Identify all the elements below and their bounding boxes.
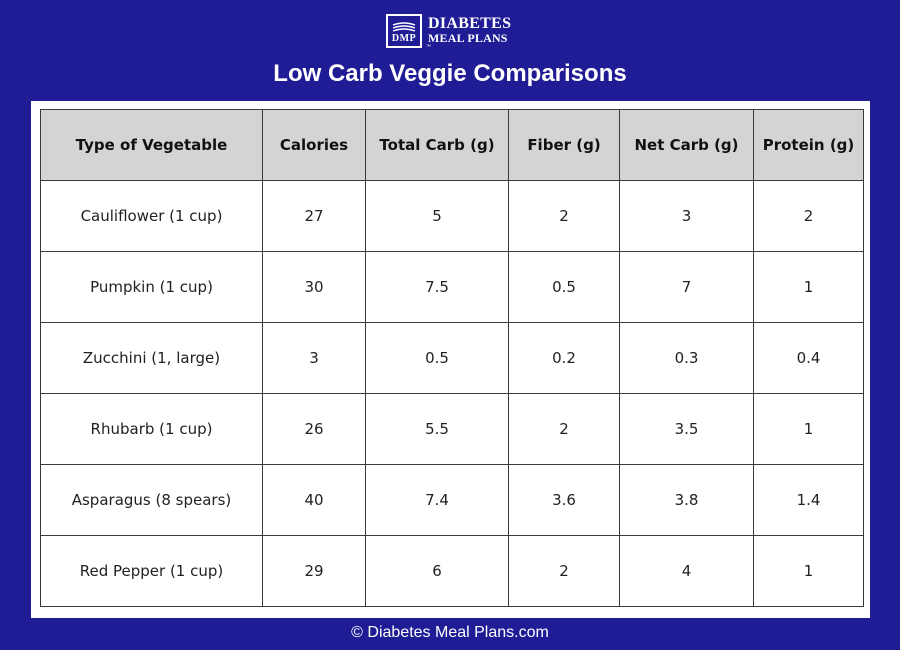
cell-calories: 40	[262, 464, 366, 536]
cell-vegetable: Cauliflower (1 cup)	[40, 180, 263, 252]
cell-vegetable: Rhubarb (1 cup)	[40, 393, 263, 465]
cell-protein: 0.4	[753, 322, 864, 394]
veggie-comparison-table: Type of Vegetable Calories Total Carb (g…	[40, 109, 864, 607]
cell-fiber: 2	[508, 535, 620, 607]
trademark-symbol: ™	[426, 44, 431, 50]
logo-line-2: MEAL PLANS	[428, 31, 508, 45]
cell-fiber: 2	[508, 180, 620, 252]
header-net-carb: Net Carb (g)	[619, 109, 754, 181]
cell-calories: 3	[262, 322, 366, 394]
cell-net-carb: 7	[619, 251, 754, 323]
cell-total-carb: 0.5	[365, 322, 509, 394]
table-row: Red Pepper (1 cup) 29 6 2 4 1	[40, 535, 864, 607]
cell-protein: 2	[753, 180, 864, 252]
table-header-row: Type of Vegetable Calories Total Carb (g…	[40, 109, 864, 181]
cell-vegetable: Pumpkin (1 cup)	[40, 251, 263, 323]
cell-total-carb: 5	[365, 180, 509, 252]
cell-calories: 26	[262, 393, 366, 465]
table-row: Cauliflower (1 cup) 27 5 2 3 2	[40, 180, 864, 252]
cell-total-carb: 5.5	[365, 393, 509, 465]
cell-fiber: 0.5	[508, 251, 620, 323]
cell-net-carb: 0.3	[619, 322, 754, 394]
table-row: Pumpkin (1 cup) 30 7.5 0.5 7 1	[40, 251, 864, 323]
cell-calories: 27	[262, 180, 366, 252]
cell-vegetable: Zucchini (1, large)	[40, 322, 263, 394]
cell-protein: 1	[753, 535, 864, 607]
header-total-carb: Total Carb (g)	[365, 109, 509, 181]
table-row: Asparagus (8 spears) 40 7.4 3.6 3.8 1.4	[40, 464, 864, 536]
table-panel: Type of Vegetable Calories Total Carb (g…	[31, 101, 870, 618]
cell-total-carb: 6	[365, 535, 509, 607]
cell-protein: 1.4	[753, 464, 864, 536]
header-protein: Protein (g)	[753, 109, 864, 181]
page-title: Low Carb Veggie Comparisons	[273, 60, 627, 87]
header-fiber: Fiber (g)	[508, 109, 620, 181]
header-vegetable: Type of Vegetable	[40, 109, 263, 181]
cell-total-carb: 7.5	[365, 251, 509, 323]
logo-wordmark: DIABETES MEAL PLANS	[428, 16, 511, 46]
cell-net-carb: 3	[619, 180, 754, 252]
logo-line-1: DIABETES	[428, 15, 512, 32]
cell-fiber: 2	[508, 393, 620, 465]
cell-net-carb: 3.8	[619, 464, 754, 536]
table-row: Rhubarb (1 cup) 26 5.5 2 3.5 1	[40, 393, 864, 465]
cell-net-carb: 3.5	[619, 393, 754, 465]
cell-protein: 1	[753, 251, 864, 323]
copyright-footer: © Diabetes Meal Plans.com	[351, 624, 549, 641]
header-calories: Calories	[262, 109, 366, 181]
plate-icon	[392, 22, 416, 32]
brand-logo: DMP ™ DIABETES MEAL PLANS	[386, 14, 511, 50]
logo-emblem: DMP	[386, 14, 422, 48]
cell-fiber: 0.2	[508, 322, 620, 394]
cell-calories: 29	[262, 535, 366, 607]
cell-calories: 30	[262, 251, 366, 323]
cell-total-carb: 7.4	[365, 464, 509, 536]
cell-net-carb: 4	[619, 535, 754, 607]
cell-vegetable: Asparagus (8 spears)	[40, 464, 263, 536]
table-row: Zucchini (1, large) 3 0.5 0.2 0.3 0.4	[40, 322, 864, 394]
logo-mark-text: DMP	[391, 33, 417, 44]
cell-protein: 1	[753, 393, 864, 465]
cell-fiber: 3.6	[508, 464, 620, 536]
cell-vegetable: Red Pepper (1 cup)	[40, 535, 263, 607]
